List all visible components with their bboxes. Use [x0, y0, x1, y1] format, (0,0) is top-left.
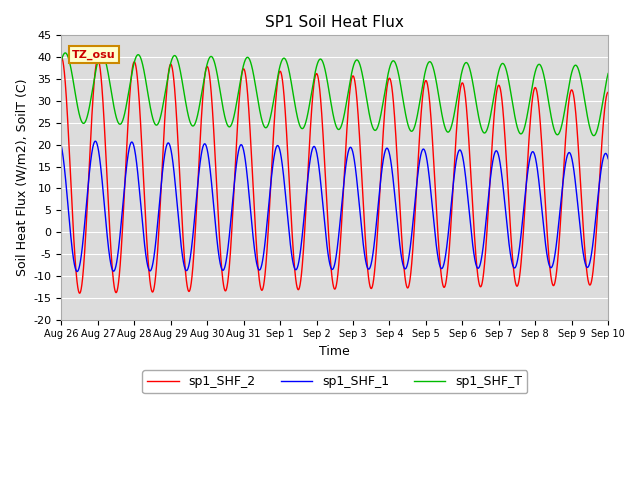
sp1_SHF_1	[604, 156, 612, 162]
Line: sp1_SHF_T: sp1_SHF_T	[61, 53, 608, 136]
sp1_SHF_T	[507, 91, 515, 97]
sp1_SHF_1	[466, 213, 474, 218]
sp1_SHF_1	[386, 151, 394, 157]
Line: sp1_SHF_1: sp1_SHF_1	[61, 141, 608, 272]
sp1_SHF_1	[58, 144, 65, 149]
sp1_SHF_T	[385, 66, 393, 72]
sp1_SHF_2	[76, 290, 83, 296]
Y-axis label: Soil Heat Flux (W/m2), SoilT (C): Soil Heat Flux (W/m2), SoilT (C)	[15, 79, 28, 276]
sp1_SHF_2	[604, 89, 612, 95]
X-axis label: Time: Time	[319, 345, 350, 358]
Title: SP1 Soil Heat Flux: SP1 Soil Heat Flux	[266, 15, 404, 30]
sp1_SHF_T	[157, 113, 164, 119]
sp1_SHF_1	[74, 269, 81, 275]
sp1_SHF_1	[508, 255, 515, 261]
sp1_SHF_1	[267, 183, 275, 189]
sp1_SHF_T	[58, 58, 65, 63]
sp1_SHF_2	[466, 148, 474, 154]
sp1_SHF_2	[157, 191, 164, 197]
sp1_SHF_T	[590, 133, 598, 139]
sp1_SHF_T	[267, 114, 275, 120]
sp1_SHF_T	[61, 50, 69, 56]
sp1_SHF_T	[413, 114, 421, 120]
sp1_SHF_2	[385, 75, 393, 81]
sp1_SHF_T	[604, 71, 612, 76]
sp1_SHF_1	[413, 177, 421, 183]
sp1_SHF_1	[157, 184, 164, 190]
Legend: sp1_SHF_2, sp1_SHF_1, sp1_SHF_T: sp1_SHF_2, sp1_SHF_1, sp1_SHF_T	[142, 370, 527, 393]
sp1_SHF_2	[267, 189, 275, 194]
sp1_SHF_T	[466, 65, 474, 71]
sp1_SHF_2	[507, 234, 515, 240]
Text: TZ_osu: TZ_osu	[72, 49, 116, 60]
sp1_SHF_1	[92, 138, 99, 144]
Line: sp1_SHF_2: sp1_SHF_2	[61, 57, 608, 293]
sp1_SHF_2	[58, 54, 65, 60]
sp1_SHF_2	[413, 176, 421, 181]
